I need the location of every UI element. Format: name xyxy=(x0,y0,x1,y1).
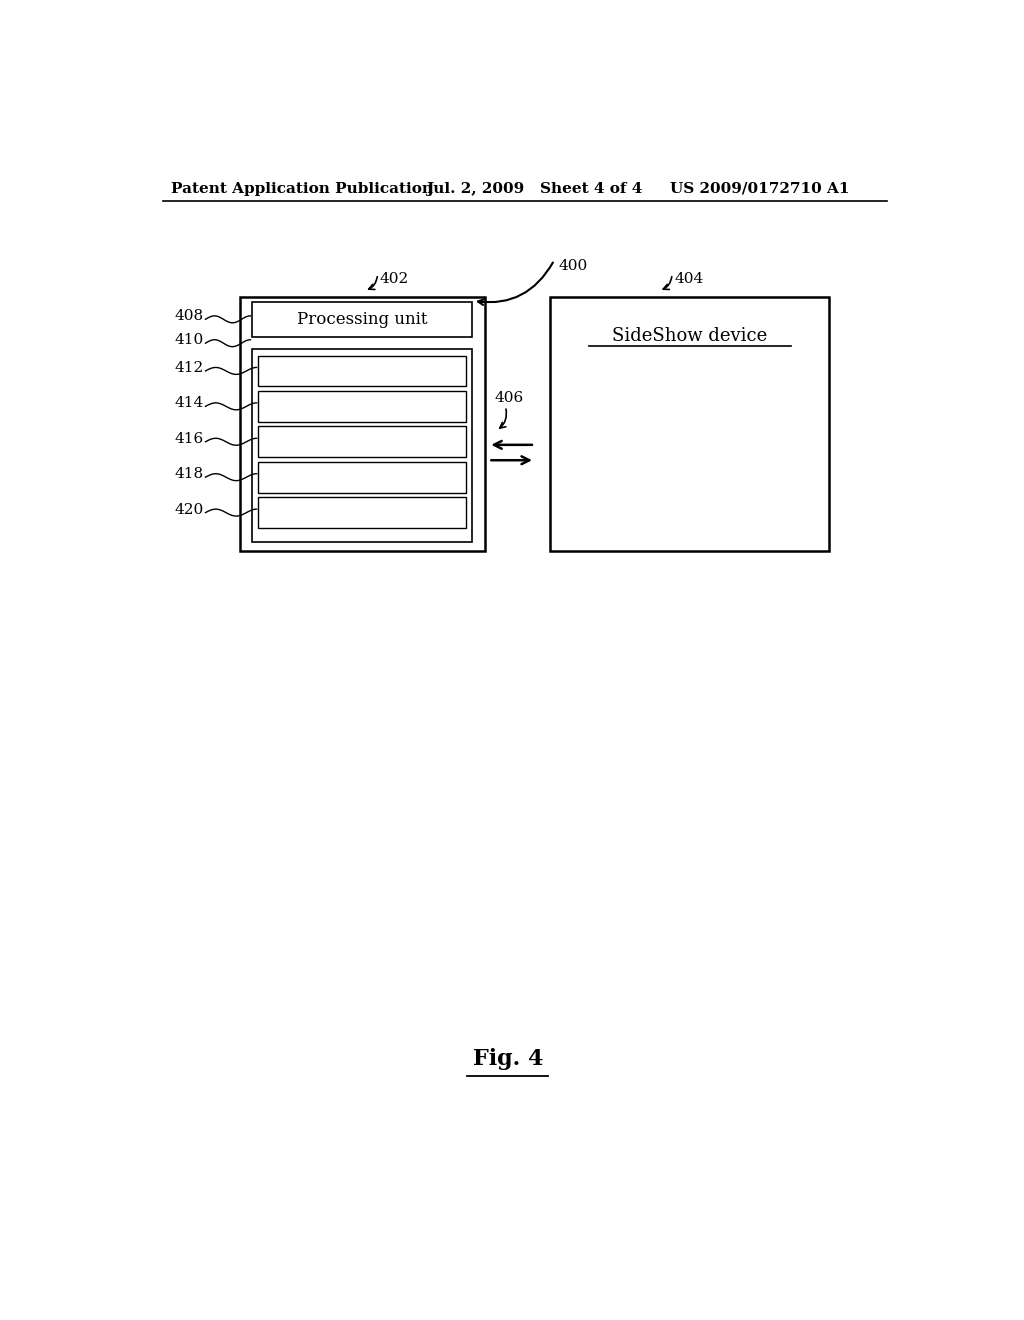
Text: Fig. 4: Fig. 4 xyxy=(472,1048,543,1071)
Text: 410: 410 xyxy=(175,333,204,347)
Text: 404: 404 xyxy=(675,272,703,286)
Text: 402: 402 xyxy=(380,272,410,286)
FancyBboxPatch shape xyxy=(258,426,466,457)
FancyBboxPatch shape xyxy=(258,355,466,387)
Text: SideShow device: SideShow device xyxy=(612,326,768,345)
FancyBboxPatch shape xyxy=(252,302,472,337)
FancyBboxPatch shape xyxy=(550,297,829,552)
Text: 414: 414 xyxy=(175,396,204,411)
Text: 420: 420 xyxy=(175,503,204,516)
Text: Widgets/Gadgets: Widgets/Gadgets xyxy=(293,363,431,379)
Text: Patent Application Publication: Patent Application Publication xyxy=(171,182,432,195)
Text: Engines: Engines xyxy=(330,397,395,414)
Text: 418: 418 xyxy=(175,467,204,480)
Text: 416: 416 xyxy=(175,432,204,446)
Text: SideShow API: SideShow API xyxy=(305,469,419,486)
Text: 412: 412 xyxy=(175,360,204,375)
Text: 408: 408 xyxy=(175,309,204,323)
FancyBboxPatch shape xyxy=(258,462,466,492)
Text: Software interface: Software interface xyxy=(286,433,438,450)
Text: Jul. 2, 2009   Sheet 4 of 4: Jul. 2, 2009 Sheet 4 of 4 xyxy=(426,182,643,195)
FancyBboxPatch shape xyxy=(252,350,472,543)
Text: 406: 406 xyxy=(495,391,524,405)
FancyBboxPatch shape xyxy=(258,391,466,422)
FancyBboxPatch shape xyxy=(258,498,466,528)
Text: 400: 400 xyxy=(558,259,588,272)
FancyBboxPatch shape xyxy=(241,297,484,552)
Text: Processing unit: Processing unit xyxy=(297,310,427,327)
Text: SideShow driver: SideShow driver xyxy=(295,504,430,521)
Text: US 2009/0172710 A1: US 2009/0172710 A1 xyxy=(671,182,850,195)
